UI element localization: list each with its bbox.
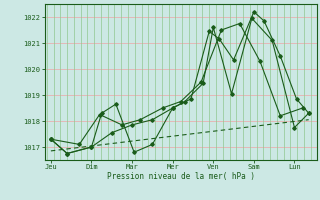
- X-axis label: Pression niveau de la mer( hPa ): Pression niveau de la mer( hPa ): [107, 172, 255, 181]
